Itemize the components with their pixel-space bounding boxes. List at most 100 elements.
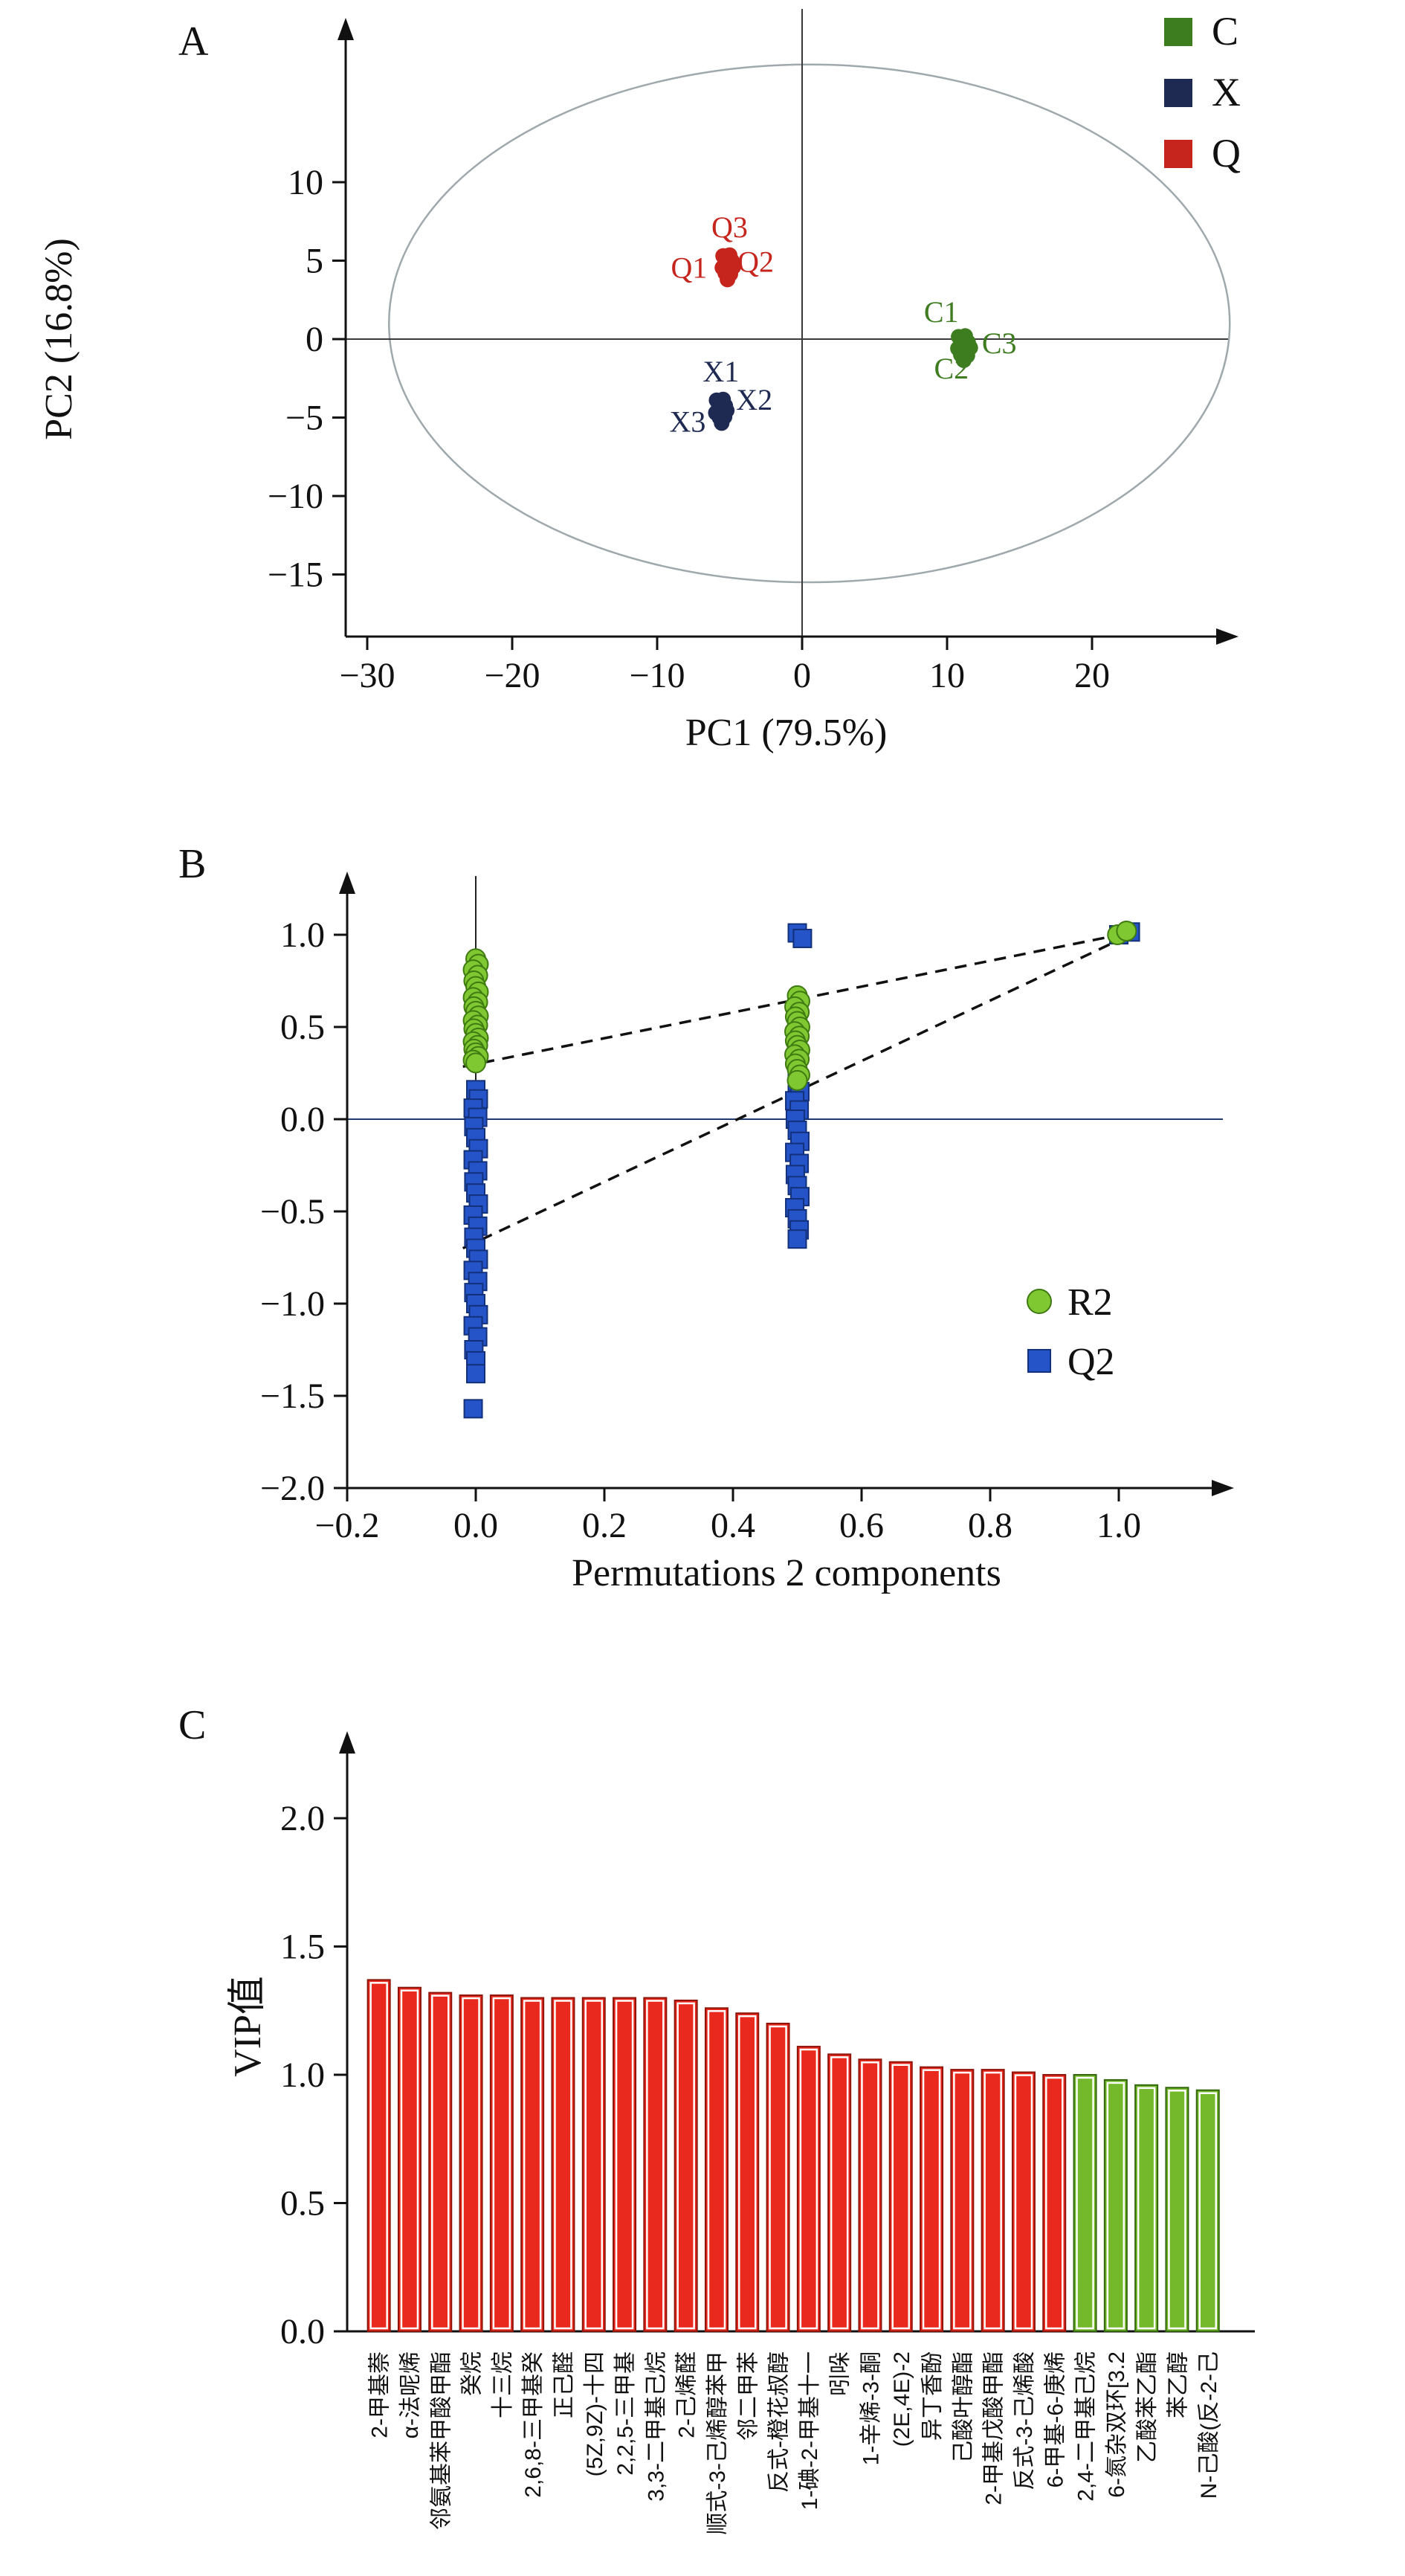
legend-swatch-C [1164,18,1192,46]
vip-bar-inner [492,1997,511,2330]
y-tick-label: 0 [306,320,323,359]
bar-label: 十三烷 [491,2351,515,2418]
y-axis-arrow [337,18,354,40]
bar-label: 反式-3-己烯酸 [1012,2351,1037,2490]
bar-label: 6-氮杂双环[3.2 [1105,2351,1129,2498]
x-tick-label: −10 [629,656,685,695]
y-tick-label: 0.5 [280,2184,325,2224]
q2-point [466,1364,485,1384]
vip-bar-inner [707,2010,726,2330]
vip-bar-inner [922,2069,941,2330]
vip-bar-inner [891,2064,910,2330]
y-tick-label: −0.5 [260,1192,325,1231]
bar-label: 乙酸苯乙酯 [1135,2351,1160,2463]
cluster-label-C3: C3 [982,326,1017,360]
y-tick-label: −1.5 [260,1376,325,1416]
pca-score-plot: −30 −20 −10 0 10 20 −15 −10 −5 0 5 10 PC1 (79.5%) PC2… [38,9,1241,754]
vip-bar-inner [861,2061,879,2330]
vip-bar-inner [738,2015,757,2330]
vip-bar-inner [431,1994,450,2330]
y-tick-label: −10 [268,477,323,516]
y-tick-label: 1.5 [280,1928,325,1967]
y-axis-title: PC2 (16.8%) [38,238,80,440]
vip-bar-inner [676,2002,695,2330]
y-tick-label: 0.0 [280,1100,325,1139]
x-tick-label: 1.0 [1096,1506,1141,1545]
vip-bar-inner [554,2000,572,2330]
y-tick-label: −1.0 [260,1284,325,1324]
cluster-label-C1: C1 [924,295,959,329]
panel-a-label: A [178,19,209,65]
vip-bar-inner [400,1989,419,2330]
bar-label: 反式-橙花叔醇 [767,2351,792,2493]
cluster-label-Q2: Q2 [737,245,774,278]
bar-label: 正己醛 [552,2351,576,2418]
bar-label: α-法呢烯 [398,2351,423,2438]
vip-bar-inner [953,2071,972,2330]
bar-label: 己酸叶醇酯 [951,2351,975,2463]
bar-label: 异丁香酚 [920,2351,945,2441]
y-tick-label: −2.0 [260,1469,325,1508]
legend-label-C: C [1212,9,1238,54]
y-tick-label: −15 [268,556,323,595]
bar-label: N-己酸(反-2-己 [1197,2351,1221,2499]
x-axis-arrow [1212,1480,1234,1496]
legend-label-Q: Q [1212,131,1241,176]
legend-swatch-Q [1164,140,1192,168]
bar-label: 苯乙醇 [1166,2351,1190,2418]
panel-c-label: C [178,1702,207,1748]
y-tick-label: 2.0 [280,1799,325,1838]
bar-label: 2,4-二甲基己烷 [1074,2351,1099,2502]
q2-point [787,1229,807,1249]
x-axis-title: Permutations 2 components [572,1552,1001,1594]
x-tick-label: −0.2 [314,1506,379,1545]
legend-label-Q2: Q2 [1068,1341,1115,1383]
bar-label: 癸烷 [460,2351,485,2396]
y-tick-label: −5 [285,399,323,438]
legend-label-X: X [1212,70,1241,115]
vip-bar-inner [1198,2092,1217,2330]
y-axis-arrow [339,872,355,894]
sample-point-Q [720,271,736,288]
bar-label: 1-碘-2-甲基十一 [798,2351,822,2510]
panel-b-label: B [178,841,207,887]
x-tick-label: 0.4 [711,1506,755,1545]
vip-bar-inner [1076,2076,1094,2330]
vip-bar-inner [769,2025,787,2330]
bar-label: 顺式-3-己烯醇苯甲 [705,2351,730,2535]
y-axis-arrow [339,1731,355,1754]
y-tick-label: 10 [288,163,323,202]
bar-label: 1-辛烯-3-酮 [859,2351,883,2465]
hotelling-ellipse [388,63,1231,584]
vip-bar-inner [799,2048,818,2330]
cluster-label-C2: C2 [934,352,969,385]
cluster-label-X3: X3 [670,405,706,438]
y-tick-label: 0.5 [280,1008,325,1047]
y-tick-label: 1.0 [280,915,325,955]
bar-label: 2,2,5-三甲基 [613,2351,638,2476]
x-tick-label: −20 [484,656,540,695]
x-axis-arrow [1216,628,1238,645]
vip-bar-inner [1137,2087,1156,2330]
y-axis-title: VIP值 [227,1976,269,2077]
sample-point-C [955,352,972,368]
x-tick-label: 0.8 [968,1506,1012,1545]
vip-bar-inner [615,2000,634,2330]
bar-label: 6-甲基-6-庚烯 [1043,2351,1068,2488]
y-tick-label: 1.0 [280,2055,325,2095]
x-tick-label: 0.2 [582,1506,627,1545]
q2-point [463,1399,483,1419]
bar-label: 2-甲基戊酸甲酯 [982,2351,1007,2505]
bar-label: 吲哚 [828,2351,853,2396]
legend-marker-Q2 [1027,1349,1051,1373]
bar-label: 2,6,8-三甲基癸 [521,2351,546,2498]
y-tick-label: 0.0 [280,2312,325,2351]
cluster-label-Q1: Q1 [671,251,707,285]
vip-bar-inner [1106,2081,1125,2330]
vip-bar-inner [984,2071,1002,2330]
permutation-plot: −0.2 0.0 0.2 0.4 0.6 0.8 1.0 −2.0 −1.5 −1.0 −0.5 0.… [260,872,1234,1594]
legend-swatch-X [1164,79,1192,107]
r2-point [787,1069,808,1091]
bar-label: (5Z,9Z)-十四 [583,2351,607,2476]
